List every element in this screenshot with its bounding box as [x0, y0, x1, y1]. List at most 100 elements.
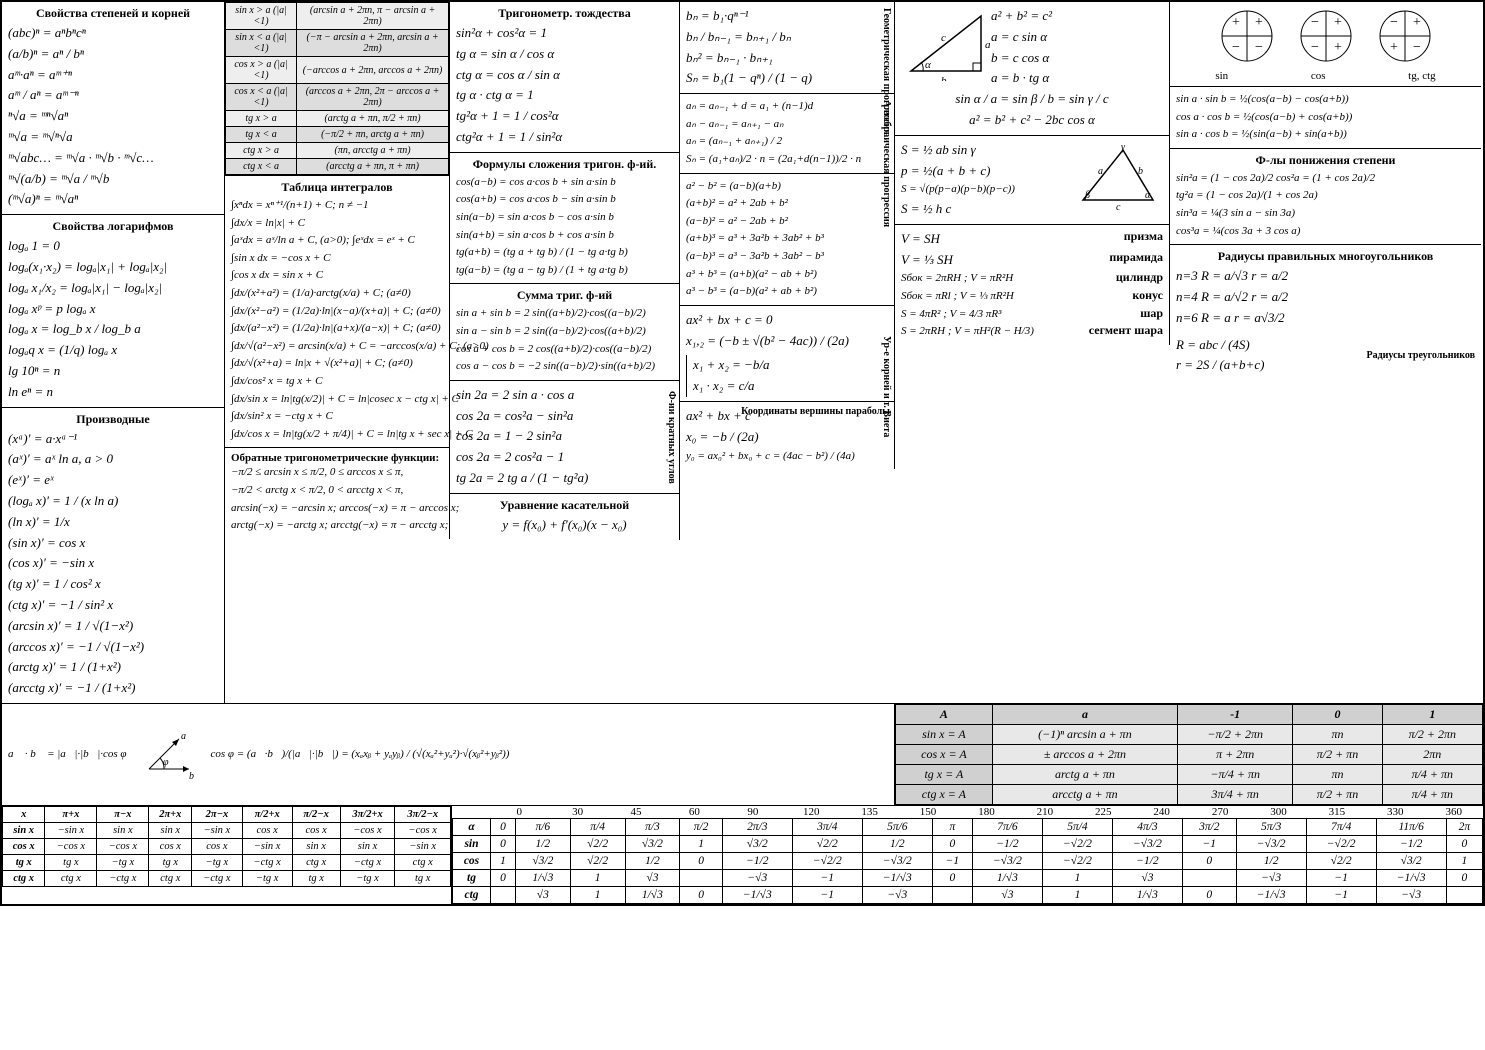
- cell: −√2/2: [1306, 835, 1376, 852]
- formula: (a−b)² = a² − 2ab + b²: [686, 213, 888, 231]
- cell: 0: [1182, 852, 1236, 869]
- cell: −√3: [722, 869, 792, 886]
- formula: S = ½ ab sin γ: [901, 140, 1073, 161]
- formula: x₁,₂ = (−b ± √(b² − 4ac)) / (2a): [686, 331, 888, 352]
- cell: −1: [1182, 835, 1236, 852]
- powers-box: Свойства степеней и корней (abc)ⁿ = aⁿbⁿ…: [2, 2, 224, 215]
- formula: ∫sin x dx = −cos x + C: [231, 250, 443, 268]
- formula: aᵐ / aⁿ = aᵐ⁻ⁿ: [8, 85, 218, 106]
- add-title: Формулы сложения тригон. ф-ий.: [456, 157, 673, 172]
- cell: √3/2: [722, 835, 792, 852]
- label: шар: [1140, 306, 1163, 324]
- formula: tg α · ctg α = 1: [456, 85, 673, 106]
- svg-text:b: b: [941, 75, 947, 81]
- header-cell: 3π/2−x: [395, 806, 451, 822]
- geom-prog-box: bₙ = b₁·qⁿ⁻¹ bₙ / bₙ₋₁ = bₙ₊₁ / bₙ bₙ² =…: [680, 2, 894, 94]
- cos-signs-icon: +− −+: [1296, 6, 1356, 66]
- degree-label: 330: [1366, 806, 1424, 818]
- cell: −tg x: [340, 870, 395, 886]
- cell: −tg x: [97, 854, 149, 870]
- double-label: Ф-ии кратных углов: [666, 391, 677, 484]
- cell: [932, 886, 972, 903]
- formula: sin(a+b) = sin a·cos b + cos a·sin b: [456, 227, 673, 245]
- cell: tg x > a: [226, 111, 297, 127]
- triangle-area-box: S = ½ ab sin γ p = ½(a + b + c) S = √(p(…: [895, 136, 1169, 225]
- cell: −1: [932, 852, 972, 869]
- formula: sin²a = (1 − cos 2a)/2 cos²a = (1 + cos …: [1176, 170, 1475, 188]
- row-label: sin x: [3, 822, 45, 838]
- cell: π/2: [680, 818, 722, 835]
- formula: ctg α = cos α / sin α: [456, 65, 673, 86]
- cell: (−arccos a + 2πn, arccos a + 2πn): [297, 57, 449, 84]
- cell: ctg x < a: [226, 159, 297, 175]
- vectors-box: a⃗ · b⃗ = |a⃗|·|b⃗|·cos φ φ a⃗ b⃗ cos φ …: [2, 704, 895, 805]
- cell: 11π/6: [1376, 818, 1446, 835]
- cell: ctg x: [149, 870, 192, 886]
- degree-label: 60: [665, 806, 723, 818]
- formula: −π/2 ≤ arcsin x ≤ π/2, 0 ≤ arccos x ≤ π,: [231, 464, 443, 482]
- mid-row: a⃗ · b⃗ = |a⃗|·|b⃗|·cos φ φ a⃗ b⃗ cos φ …: [2, 703, 1483, 805]
- header-cell: π+x: [45, 806, 97, 822]
- cell: 0: [491, 869, 516, 886]
- degree-label: 225: [1074, 806, 1132, 818]
- tangent-title: Уравнение касательной: [456, 498, 673, 513]
- power-red-box: Ф-лы понижения степени sin²a = (1 − cos …: [1170, 149, 1481, 245]
- cell: ctg x > a: [226, 143, 297, 159]
- svg-text:+: +: [1413, 15, 1421, 30]
- cell: tg x: [45, 854, 97, 870]
- formula: sin³a = ¼(3 sin a − sin 3a): [1176, 205, 1475, 223]
- header-cell: a: [992, 704, 1177, 724]
- formula: ⁿ√a = ᵐⁿ√aⁿ: [8, 106, 218, 127]
- deriv-box: Производные (xᵃ)′ = a·xᵃ⁻¹ (aˣ)′ = aˣ ln…: [2, 408, 224, 703]
- formula: logₐ(x₁·x₂) = logₐ|x₁| + logₐ|x₂|: [8, 257, 218, 278]
- formula: ∫dx/x = ln|x| + C: [231, 215, 443, 233]
- formula: sin²α + cos²α = 1: [456, 23, 673, 44]
- formula: a² + b² = c²: [991, 6, 1163, 27]
- inv-trig-ineq-box: sin x > a (|a|<1)(arcsin a + 2πn, π − ar…: [225, 2, 449, 176]
- formula: ᵐ√(a/b) = ᵐ√a / ᵐ√b: [8, 169, 218, 190]
- formula: aₙ − aₙ₋₁ = aₙ₊₁ − aₙ: [686, 116, 888, 134]
- cell: 1/2: [862, 835, 932, 852]
- svg-text:−: −: [1311, 40, 1319, 55]
- column-3: Тригонометр. тождества sin²α + cos²α = 1…: [450, 2, 680, 540]
- formula: tg²α + 1 = 1 / cos²α: [456, 106, 673, 127]
- formula: logₐ xᵖ = p logₐ x: [8, 299, 218, 320]
- integrals-title: Таблица интегралов: [231, 180, 443, 195]
- formula: logₐ x = log_b x / log_b a: [8, 319, 218, 340]
- cell: tg x < a: [226, 127, 297, 143]
- cell: √3: [972, 886, 1042, 903]
- cell: −1/2: [1376, 835, 1446, 852]
- cell: tg x: [292, 870, 340, 886]
- formula: aₙ = aₙ₋₁ + d = a₁ + (n−1)d: [686, 98, 888, 116]
- formula: ∫dx/√(a²−x²) = arcsin(x/a) + C = −arccos…: [231, 338, 443, 356]
- formula: tg 2a = 2 tg a / (1 − tg²a): [456, 468, 673, 489]
- formula: cos φ = (a⃗·b⃗)/(|a⃗|·|b⃗|) = (xₐxᵦ + yₐ…: [211, 746, 889, 764]
- sin-signs-icon: ++ −−: [1217, 6, 1277, 66]
- formula: ∫dx/sin² x = −ctg x + C: [231, 408, 443, 426]
- formula: S = 2πRH ; V = πH²(R − H/3): [901, 323, 1089, 341]
- cell: [1182, 869, 1236, 886]
- formula: S = √(p(p−a)(p−b)(p−c)): [901, 181, 1073, 199]
- row-label: α: [453, 818, 491, 835]
- reduction-table: xπ+xπ−x2π+x2π−xπ/2+xπ/2−x3π/2+x3π/2−xsin…: [2, 806, 451, 887]
- arith-prog-box: aₙ = aₙ₋₁ + d = a₁ + (n−1)d aₙ − aₙ₋₁ = …: [680, 94, 894, 173]
- header-cell: A: [896, 704, 993, 724]
- formula: (abc)ⁿ = aⁿbⁿcⁿ: [8, 23, 218, 44]
- formula: y₀ = ax₀² + bx₀ + c = (4ac − b²) / (4a): [686, 448, 888, 466]
- cell: 3π/2: [1182, 818, 1236, 835]
- formula: (logₐ x)′ = 1 / (x ln a): [8, 491, 218, 512]
- svg-text:−: −: [1311, 15, 1319, 30]
- svg-text:a⃗: a⃗: [181, 731, 194, 742]
- cell: π + 2πn: [1178, 744, 1293, 764]
- simple-eq-table: Aa-101sin x = A(−1)ⁿ arcsin a + πn−π/2 +…: [895, 704, 1483, 805]
- formula: a = b · tg α: [991, 68, 1163, 89]
- cell: cos x < a (|a|<1): [226, 84, 297, 111]
- formula: (sin x)′ = cos x: [8, 533, 218, 554]
- formula: ∫dx/(a²−x²) = (1/2a)·ln|(a+x)/(a−x)| + C…: [231, 320, 443, 338]
- cell: 1: [1446, 852, 1482, 869]
- cell: 0: [680, 886, 722, 903]
- column-5: α b a c a² + b² = c² a = c sin α b = c c…: [895, 2, 1170, 345]
- degree-label: 120: [782, 806, 840, 818]
- cell: −ctg x: [340, 854, 395, 870]
- cell: sin x: [340, 838, 395, 854]
